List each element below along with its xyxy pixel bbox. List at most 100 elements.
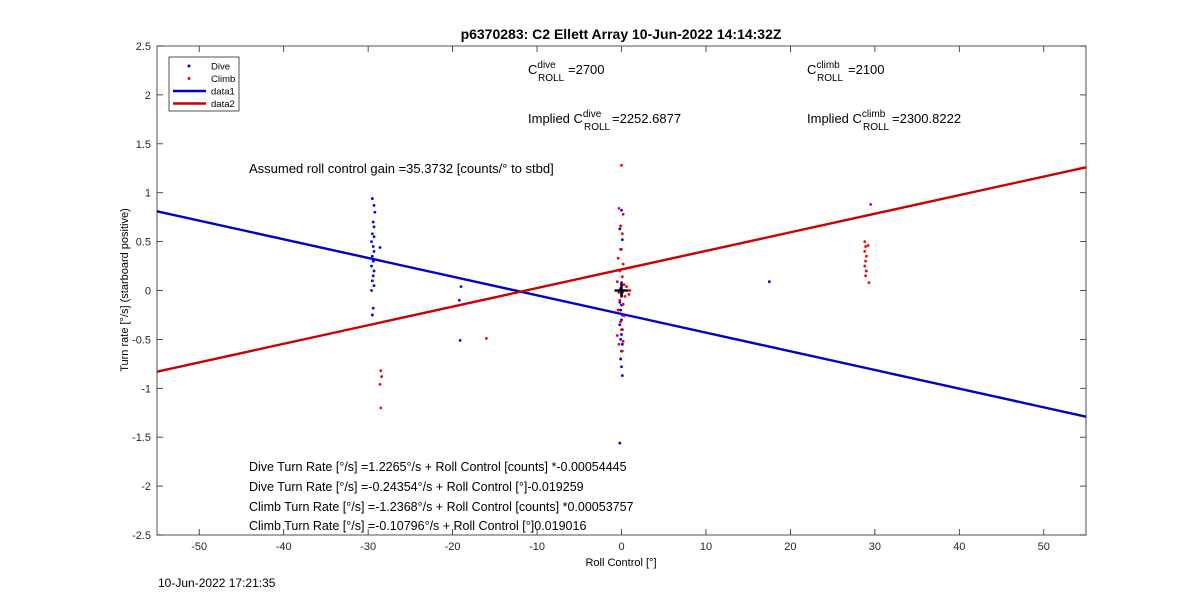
legend-label: data2 bbox=[211, 99, 235, 110]
point-climb bbox=[379, 406, 383, 410]
equation-line: Dive Turn Rate [°/s] =1.2265°/s + Roll C… bbox=[249, 460, 627, 474]
point-climb bbox=[622, 283, 626, 287]
x-axis-label: Roll Control [°] bbox=[585, 557, 656, 569]
point-climb bbox=[864, 245, 867, 248]
annotation-implied-climb-value: =2300.8222 bbox=[892, 111, 961, 126]
point-climb bbox=[617, 342, 621, 346]
equation-line: Climb Turn Rate [°/s] =-1.2368°/s + Roll… bbox=[249, 500, 634, 514]
series-climb bbox=[378, 163, 873, 410]
point-dive bbox=[372, 249, 376, 253]
point-dive bbox=[370, 289, 373, 292]
point-dive bbox=[373, 210, 377, 214]
point-climb bbox=[380, 375, 384, 378]
annotation-c-dive-sup: dive bbox=[537, 60, 556, 71]
x-tick-label: -20 bbox=[445, 541, 461, 553]
point-dive bbox=[372, 225, 376, 229]
point-dive bbox=[620, 281, 623, 285]
point-dive bbox=[619, 308, 623, 312]
point-dive bbox=[372, 235, 376, 239]
y-tick-label: -1.5 bbox=[132, 432, 151, 444]
point-climb bbox=[620, 163, 623, 167]
annotation-c-climb: Cclimb ROLL =2100 bbox=[807, 60, 885, 84]
equation-line: Climb Turn Rate [°/s] =-0.10796°/s + Rol… bbox=[249, 519, 586, 533]
y-tick-label: 2 bbox=[145, 90, 151, 102]
point-climb bbox=[621, 262, 625, 266]
point-climb bbox=[620, 328, 623, 332]
legend-marker bbox=[187, 77, 191, 80]
point-climb bbox=[628, 289, 632, 292]
point-dive bbox=[372, 269, 376, 273]
point-dive bbox=[619, 357, 623, 361]
point-dive bbox=[618, 300, 622, 304]
x-tick-label: 30 bbox=[869, 541, 881, 553]
y-tick-label: -2.5 bbox=[132, 530, 151, 542]
point-dive bbox=[457, 298, 461, 302]
point-climb bbox=[618, 298, 622, 302]
x-tick-label: 50 bbox=[1038, 541, 1050, 553]
point-climb bbox=[617, 206, 621, 210]
point-dive bbox=[370, 240, 373, 244]
y-tick-label: 1 bbox=[145, 188, 151, 200]
annotation-gain: Assumed roll control gain =35.3732 [coun… bbox=[249, 161, 554, 176]
annotation-c-dive: Cdive ROLL=2700 bbox=[528, 60, 605, 84]
annotation-c-climb-value: =2100 bbox=[848, 62, 885, 77]
point-climb bbox=[620, 232, 624, 236]
point-dive bbox=[370, 264, 373, 268]
point-climb bbox=[619, 320, 623, 324]
annotation-implied-climb-sub: ROLL bbox=[863, 122, 890, 133]
point-dive bbox=[370, 279, 374, 283]
point-dive bbox=[620, 238, 624, 242]
timestamp-footer: 10-Jun-2022 17:21:35 bbox=[158, 576, 276, 590]
point-climb bbox=[378, 382, 382, 386]
point-dive bbox=[378, 246, 382, 249]
y-tick-label: -1 bbox=[141, 383, 151, 395]
point-dive bbox=[618, 227, 622, 231]
point-dive bbox=[458, 338, 462, 342]
y-tick-label: -0.5 bbox=[132, 334, 151, 346]
annotation-implied-climb-sup: climb bbox=[862, 109, 886, 120]
point-climb bbox=[865, 269, 868, 273]
point-climb bbox=[379, 369, 383, 373]
point-climb bbox=[617, 291, 621, 294]
point-dive bbox=[618, 441, 622, 445]
point-climb bbox=[620, 349, 624, 353]
point-climb bbox=[622, 314, 626, 318]
point-climb bbox=[616, 256, 620, 260]
point-climb bbox=[869, 203, 873, 206]
annotation-c-dive-prefix: C bbox=[528, 62, 537, 77]
point-dive bbox=[371, 274, 375, 278]
point-dive bbox=[620, 333, 623, 336]
annotation-c-dive-sub: ROLL bbox=[538, 73, 565, 84]
y-tick-label: 0.5 bbox=[136, 237, 151, 249]
centroid-marker bbox=[614, 283, 629, 298]
point-dive bbox=[370, 232, 374, 236]
point-dive bbox=[620, 365, 623, 369]
y-tick-label: 1.5 bbox=[136, 139, 151, 151]
legend-marker bbox=[187, 64, 191, 68]
legend-label: data1 bbox=[211, 87, 235, 98]
point-dive bbox=[371, 220, 375, 224]
legend-label: Dive bbox=[211, 62, 230, 73]
point-climb bbox=[623, 294, 627, 298]
y-tick-label: -2 bbox=[141, 481, 151, 493]
point-climb bbox=[865, 254, 868, 258]
point-climb bbox=[863, 264, 867, 268]
point-dive bbox=[620, 208, 623, 212]
point-dive bbox=[371, 259, 375, 263]
point-dive bbox=[619, 338, 623, 341]
equation-line: Dive Turn Rate [°/s] =-0.24354°/s + Roll… bbox=[249, 480, 584, 494]
x-tick-label: -30 bbox=[360, 541, 376, 553]
series-dive bbox=[370, 197, 771, 445]
x-tick-label: 10 bbox=[700, 541, 712, 553]
point-climb bbox=[618, 269, 622, 273]
point-climb bbox=[620, 275, 624, 279]
point-climb bbox=[864, 274, 867, 278]
point-climb bbox=[621, 339, 625, 343]
point-climb bbox=[863, 240, 867, 244]
point-dive bbox=[620, 374, 624, 377]
annotation-c-climb-sup: climb bbox=[816, 60, 840, 71]
point-dive bbox=[372, 204, 376, 207]
annotation-c-dive-value: =2700 bbox=[568, 62, 605, 77]
